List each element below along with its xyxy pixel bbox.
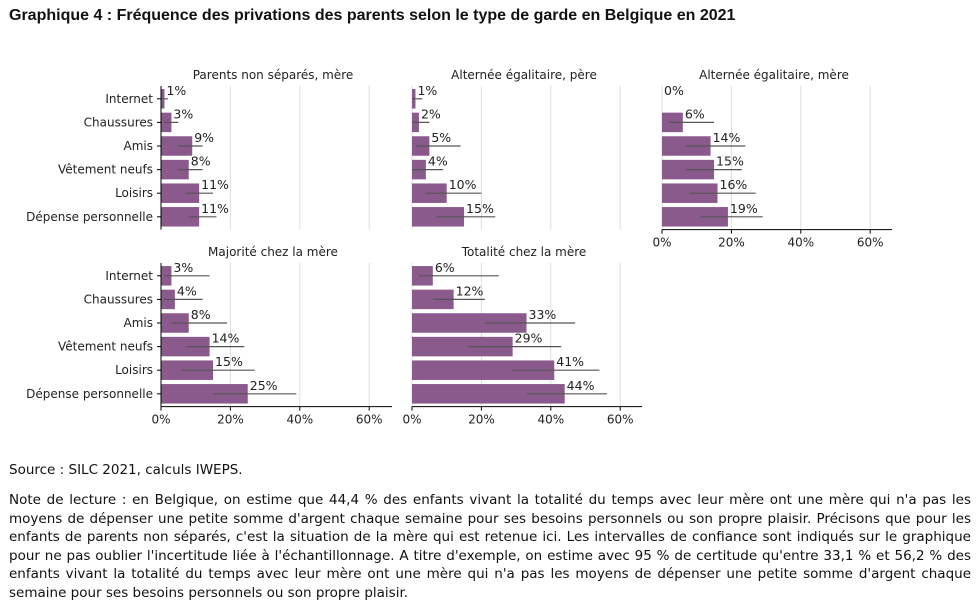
- data-label: 3%: [173, 260, 193, 275]
- data-label: 15%: [466, 201, 494, 216]
- x-tick-label: 20%: [217, 413, 244, 427]
- x-tick-label: 0%: [652, 236, 671, 250]
- bar: [412, 336, 513, 357]
- x-tick-label: 40%: [787, 236, 814, 250]
- category-label: Amis: [124, 139, 153, 153]
- data-label: 0%: [664, 83, 684, 98]
- data-label: 3%: [173, 106, 193, 121]
- x-tick-label: 40%: [286, 413, 313, 427]
- data-label: 9%: [194, 130, 214, 145]
- bar: [161, 384, 248, 404]
- data-label: 6%: [435, 260, 455, 275]
- data-label: 14%: [212, 331, 240, 346]
- chart-title: Graphique 4 : Fréquence des privations d…: [9, 7, 736, 24]
- category-label: Dépense personnelle: [26, 387, 153, 401]
- x-tick-label: 60%: [356, 413, 383, 427]
- category-label: Amis: [124, 316, 153, 330]
- data-label: 8%: [191, 154, 211, 169]
- data-label: 33%: [529, 307, 557, 322]
- faceted-bar-chart: Parents non séparés, mère 1% Internet 3% Cha…: [26, 68, 892, 427]
- category-label: Internet: [105, 269, 153, 283]
- data-label: 8%: [191, 307, 211, 322]
- data-label: 11%: [201, 201, 229, 216]
- x-tick-label: 60%: [857, 236, 884, 250]
- data-label: 6%: [685, 106, 705, 121]
- reading-note: Note de lecture : en Belgique, on estime…: [9, 492, 971, 601]
- x-tick-label: 20%: [718, 236, 745, 250]
- bar: [161, 207, 200, 227]
- x-tick-label: 20%: [468, 413, 495, 427]
- x-tick-label: 40%: [537, 413, 564, 427]
- data-label: 25%: [250, 378, 278, 393]
- data-label: 15%: [215, 354, 243, 369]
- bar: [412, 384, 565, 404]
- data-label: 2%: [421, 106, 441, 121]
- data-label: 15%: [716, 154, 744, 169]
- category-label: Vêtement neufs: [58, 340, 153, 354]
- panel-title: Alternée égalitaire, mère: [699, 68, 849, 82]
- category-label: Loisirs: [115, 363, 153, 377]
- bar: [412, 360, 555, 380]
- data-label: 44%: [567, 378, 595, 393]
- data-label: 14%: [713, 130, 741, 145]
- data-label: 16%: [720, 177, 748, 192]
- data-label: 19%: [730, 201, 758, 216]
- category-label: Loisirs: [115, 186, 153, 200]
- data-label: 5%: [431, 130, 451, 145]
- category-label: Dépense personnelle: [26, 210, 153, 224]
- x-tick-label: 0%: [151, 413, 170, 427]
- data-label: 11%: [201, 177, 229, 192]
- data-label: 1%: [417, 83, 437, 98]
- bar: [662, 207, 728, 227]
- x-tick-label: 60%: [607, 413, 634, 427]
- panel-title: Totalité chez la mère: [461, 245, 587, 259]
- data-label: 10%: [449, 177, 477, 192]
- category-label: Chaussures: [84, 115, 153, 129]
- panel-title: Alternée égalitaire, père: [451, 68, 597, 82]
- bar: [161, 159, 189, 180]
- bar: [412, 313, 527, 333]
- data-label: 29%: [515, 331, 543, 346]
- data-label: 4%: [177, 283, 197, 298]
- x-tick-label: 0%: [402, 413, 421, 427]
- data-label: 1%: [166, 83, 186, 98]
- category-label: Internet: [105, 92, 153, 106]
- panel-title: Parents non séparés, mère: [193, 68, 354, 82]
- data-label: 4%: [428, 154, 448, 169]
- source-note: Source : SILC 2021, calculs IWEPS.: [9, 462, 243, 478]
- category-label: Chaussures: [84, 292, 153, 306]
- data-label: 12%: [456, 283, 484, 298]
- bar: [161, 136, 193, 156]
- panel-title: Majorité chez la mère: [208, 245, 338, 259]
- bar: [161, 183, 200, 203]
- category-label: Vêtement neufs: [58, 163, 153, 177]
- data-label: 41%: [556, 354, 584, 369]
